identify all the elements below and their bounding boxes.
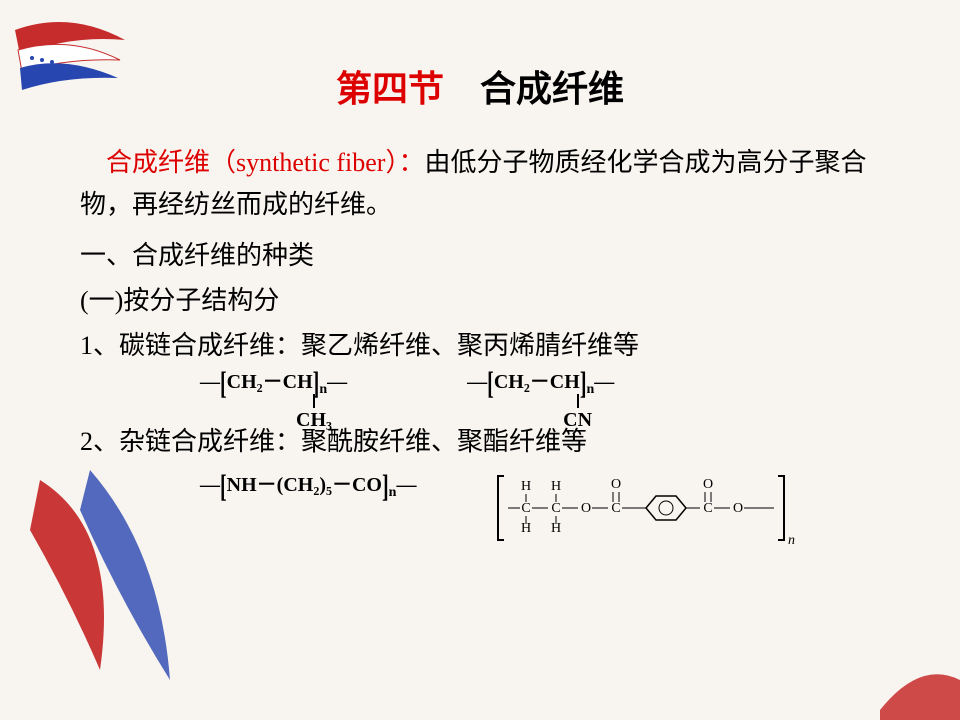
formula-nylon6: —[NH－(CH₂)₅－CO]n— bbox=[200, 468, 416, 553]
formula-polypropylene: —[CH₂－CH]n— CH₃ bbox=[200, 372, 347, 397]
definition-term: 合成纤维（synthetic fiber）： bbox=[106, 148, 424, 177]
item-2: 2、杂链合成纤维：聚酰胺纤维、聚酯纤维等 bbox=[80, 421, 880, 458]
svg-text:O: O bbox=[703, 477, 713, 492]
repeat-unit: CH₂－CH bbox=[227, 371, 313, 393]
nylon6-sub: n bbox=[389, 485, 397, 500]
formula-row-2: —[NH－(CH₂)₅－CO]n— n C H H C H H bbox=[200, 468, 880, 553]
svg-text:C: C bbox=[552, 501, 561, 516]
formula-row-1: —[CH₂－CH]n— CH₃ —[CH₂－CH]n— CN bbox=[200, 372, 880, 397]
svg-text:C: C bbox=[612, 501, 621, 516]
svg-text:O: O bbox=[581, 501, 591, 516]
subheading-1: (一)按分子结构分 bbox=[80, 280, 880, 317]
definition-line: 合成纤维（synthetic fiber）：由低分子物质经化学合成为高分子聚合物… bbox=[80, 142, 880, 225]
svg-text:H: H bbox=[551, 479, 561, 494]
repeat-unit: CH₂－CH bbox=[494, 371, 580, 393]
svg-text:O: O bbox=[611, 477, 621, 492]
svg-text:n: n bbox=[788, 533, 795, 548]
pendant-group: CN bbox=[563, 409, 592, 431]
slide-title: 第四节 合成纤维 bbox=[80, 60, 880, 112]
nylon6-text: NH－(CH₂)₅－CO bbox=[227, 474, 382, 496]
svg-text:C: C bbox=[704, 501, 713, 516]
formula-polyacrylonitrile: —[CH₂－CH]n— CN bbox=[467, 372, 614, 397]
title-gap bbox=[444, 69, 480, 109]
slide-content: 第四节 合成纤维 合成纤维（synthetic fiber）：由低分子物质经化学… bbox=[0, 0, 960, 617]
formula-pet-structure: n C H H C H H O C O bbox=[496, 468, 796, 553]
item-1: 1、碳链合成纤维：聚乙烯纤维、聚丙烯腈纤维等 bbox=[80, 325, 880, 362]
heading-1: 一、合成纤维的种类 bbox=[80, 235, 880, 272]
pendant-group: CH₃ bbox=[296, 409, 332, 431]
brush-bottom-right bbox=[870, 650, 960, 720]
svg-text:H: H bbox=[521, 479, 531, 494]
title-black-part: 合成纤维 bbox=[480, 69, 624, 109]
svg-text:O: O bbox=[733, 501, 743, 516]
title-red-part: 第四节 bbox=[336, 69, 444, 109]
svg-text:C: C bbox=[522, 501, 531, 516]
